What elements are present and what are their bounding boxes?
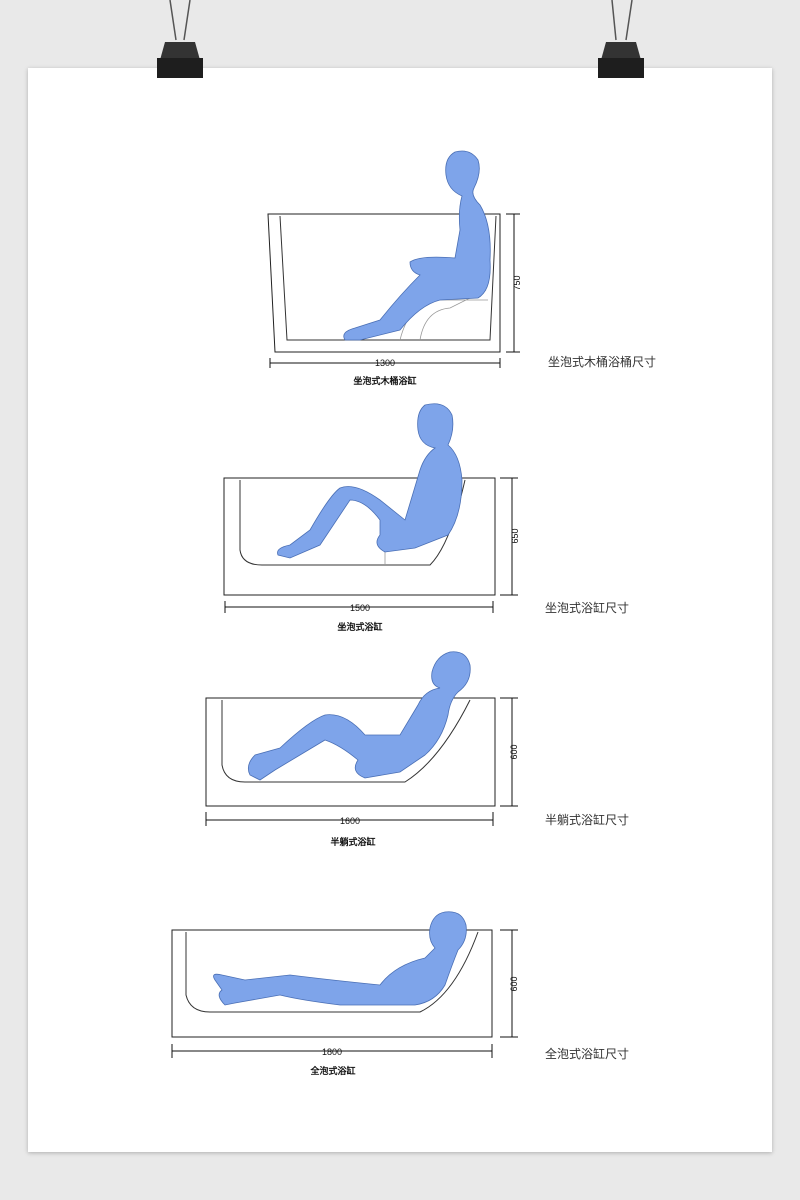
binder-clip-right (598, 0, 644, 78)
tub-2-side-label: 坐泡式浴缸尺寸 (545, 600, 629, 615)
human-figure-fully-reclined (213, 911, 467, 1006)
tub-3-height-dimension: 600 (509, 744, 519, 759)
tub-2-height-dimension: 650 (510, 528, 520, 543)
binder-clip-left (157, 0, 203, 78)
tub-1-drawing: 1300 750 坐泡式木桶浴缸 (267, 150, 522, 387)
tub-1-caption: 坐泡式木桶浴缸 (353, 375, 416, 387)
tub-1-height-dimension: 750 (512, 275, 522, 290)
human-figure-reclined-seated (277, 403, 463, 559)
tub-2-caption: 坐泡式浴缸 (337, 621, 382, 633)
tub-3-caption: 半躺式浴缸 (330, 836, 375, 848)
tub-4-height-dimension: 600 (509, 976, 519, 991)
tub-1-side-label: 坐泡式木桶浴桶尺寸 (548, 354, 656, 369)
tub-2-width-dimension: 1500 (350, 603, 370, 613)
tub-3-side-label: 半躺式浴缸尺寸 (545, 812, 629, 827)
tub-4-width-dimension: 1800 (322, 1047, 342, 1057)
tub-3-drawing: 1600 600 半躺式浴缸 (205, 651, 519, 848)
tub-2-drawing: 1500 650 坐泡式浴缸 (223, 403, 520, 633)
human-figure-seated (343, 150, 491, 341)
tub-3-width-dimension: 1600 (340, 816, 360, 826)
tub-4-caption: 全泡式浴缸 (309, 1065, 355, 1077)
tub-1-width-dimension: 1300 (375, 358, 395, 368)
tub-4-drawing: 1800 600 全泡式浴缸 (171, 911, 519, 1077)
human-figure-semi-reclined (247, 651, 471, 781)
tub-4-side-label: 全泡式浴缸尺寸 (545, 1046, 629, 1061)
